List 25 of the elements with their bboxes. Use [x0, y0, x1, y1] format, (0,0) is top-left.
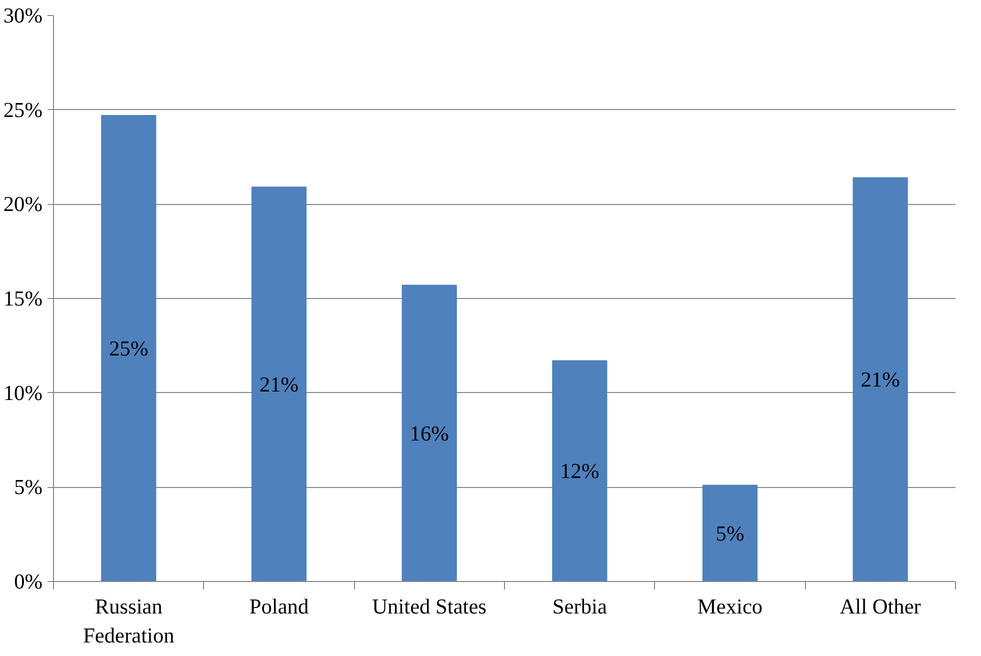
- data-label: 25%: [109, 336, 148, 360]
- bar: [402, 284, 457, 582]
- bar: [251, 186, 307, 582]
- y-tick-label: 20%: [3, 192, 43, 216]
- data-label: 21%: [259, 372, 299, 396]
- y-tick-label: 10%: [3, 380, 43, 405]
- data-label: 5%: [716, 521, 744, 546]
- bar: [552, 360, 608, 582]
- data-label: 12%: [560, 459, 600, 484]
- bar: [101, 114, 156, 582]
- y-tick-label: 25%: [3, 98, 43, 122]
- x-tick-label: United States: [372, 594, 486, 618]
- x-tick-label: Poland: [249, 594, 309, 618]
- bar: [702, 484, 758, 582]
- y-tick-label: 0%: [14, 570, 43, 594]
- y-tick-label: 5%: [14, 475, 43, 500]
- data-label: 21%: [860, 368, 900, 392]
- x-tick-label: Mexico: [697, 594, 763, 618]
- x-tick-label: All Other: [840, 594, 921, 618]
- x-tick-label: Russian Federation: [83, 594, 175, 648]
- y-tick-label: 15%: [3, 286, 43, 310]
- bar: [852, 177, 908, 582]
- data-label: 16%: [410, 421, 450, 446]
- y-tick-label: 30%: [3, 4, 43, 28]
- x-tick-label: Serbia: [552, 594, 608, 618]
